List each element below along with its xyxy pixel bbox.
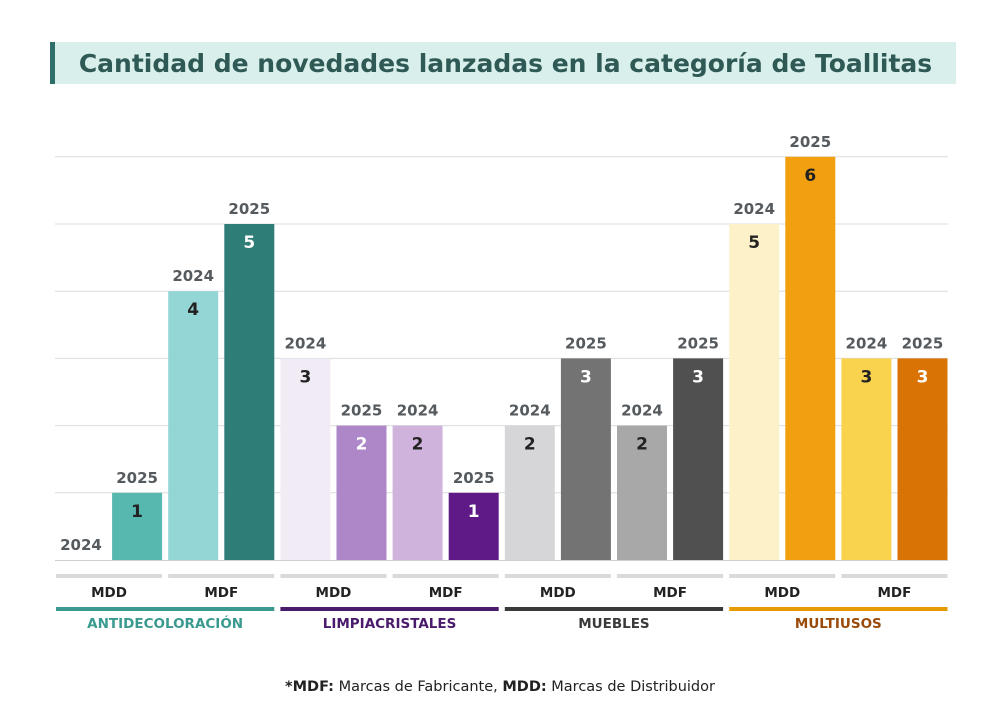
- group-underline: [617, 574, 724, 578]
- category-underline: [56, 607, 275, 611]
- bar: [112, 492, 163, 560]
- bar-value-label: 3: [299, 367, 311, 387]
- bar-year-label: 2025: [116, 469, 158, 487]
- group-label: MDD: [764, 585, 800, 601]
- bar-value-label: 2: [524, 435, 536, 455]
- bar-year-label: 2024: [60, 536, 102, 554]
- group-underline: [841, 574, 948, 578]
- category-label: ANTIDECOLORACIÓN: [87, 614, 243, 632]
- group-label: MDD: [91, 585, 127, 601]
- bar-year-label: 2024: [846, 334, 888, 352]
- group-label: MDF: [429, 585, 463, 601]
- footnote-mdf-abbr: *MDF:: [285, 679, 334, 695]
- bar-value-label: 2: [636, 435, 648, 455]
- bar-year-label: 2024: [621, 402, 663, 420]
- bar: [617, 425, 667, 560]
- group-label: MDF: [653, 585, 687, 601]
- group-underline: [168, 574, 275, 578]
- group-underline: [56, 574, 163, 578]
- footnote: *MDF: Marcas de Fabricante, MDD: Marcas …: [0, 679, 1000, 695]
- bar: [504, 425, 555, 560]
- bar-value-label: 3: [692, 367, 704, 387]
- category-underline: [504, 607, 724, 611]
- footnote-mdd-abbr: MDD:: [502, 679, 547, 695]
- bar-value-label: 3: [917, 367, 929, 387]
- bar: [785, 156, 836, 561]
- bar-year-label: 2024: [397, 402, 439, 420]
- category-underline: [729, 607, 948, 611]
- bar-year-label: 2025: [453, 469, 495, 487]
- bar-year-label: 2025: [677, 334, 719, 352]
- bar: [673, 358, 724, 560]
- bar: [841, 358, 892, 560]
- bar-year-label: 2024: [509, 402, 551, 420]
- bar-value-label: 4: [187, 300, 199, 320]
- title-banner: Cantidad de novedades lanzadas en la cat…: [50, 42, 956, 84]
- category-label: LIMPIACRISTALES: [323, 616, 457, 632]
- group-underline: [729, 574, 836, 578]
- bar-year-label: 2025: [565, 334, 607, 352]
- bar-value-label: 6: [804, 166, 816, 186]
- group-label: MDF: [878, 585, 912, 601]
- group-label: MDD: [540, 585, 576, 601]
- group-underline: [392, 574, 499, 578]
- bar-value-label: 2: [356, 435, 368, 455]
- bar-value-label: 3: [860, 367, 872, 387]
- bar: [224, 224, 275, 560]
- bar: [729, 224, 780, 560]
- bar-year-label: 2024: [285, 334, 327, 352]
- bar: [392, 425, 443, 560]
- bar-year-label: 2024: [733, 200, 775, 218]
- category-label: MULTIUSOS: [795, 616, 882, 632]
- bar-year-label: 2025: [228, 200, 270, 218]
- group-underline: [504, 574, 611, 578]
- group-label: MDD: [316, 585, 352, 601]
- bar: [168, 291, 219, 560]
- footnote-mdf-text: Marcas de Fabricante,: [333, 679, 503, 695]
- group-label: MDF: [204, 585, 238, 601]
- chart-title: Cantidad de novedades lanzadas en la cat…: [78, 48, 933, 78]
- bar-value-label: 2: [412, 435, 424, 455]
- bar-value-label: 1: [131, 502, 143, 522]
- bar-value-label: 5: [243, 233, 255, 253]
- bar: [448, 492, 499, 560]
- bar-value-label: 3: [580, 367, 592, 387]
- category-label: MUEBLES: [578, 616, 649, 632]
- bar: [336, 425, 387, 560]
- bar-year-label: 2025: [902, 334, 944, 352]
- category-underline: [280, 607, 499, 611]
- footnote-mdd-text: Marcas de Distribuidor: [546, 679, 715, 695]
- bar: [280, 358, 331, 560]
- bar: [560, 358, 611, 560]
- bar-year-label: 2024: [172, 267, 214, 285]
- bar-year-label: 2025: [789, 133, 831, 151]
- bar-value-label: 1: [468, 502, 480, 522]
- bar: [897, 358, 948, 560]
- group-underline: [280, 574, 387, 578]
- bar-value-label: 5: [748, 233, 760, 253]
- bar-year-label: 2025: [341, 402, 383, 420]
